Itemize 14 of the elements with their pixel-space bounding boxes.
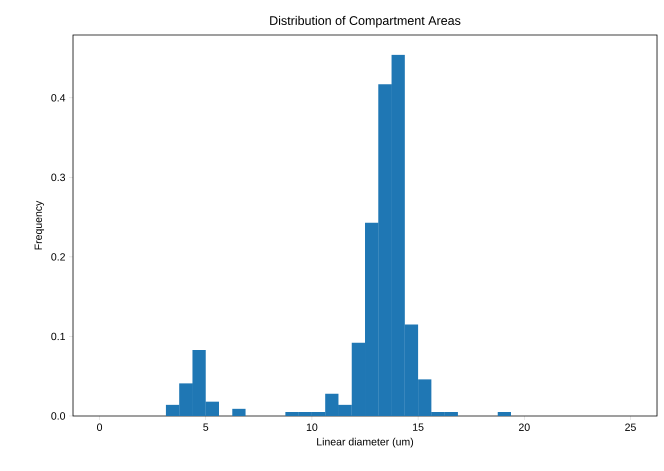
- x-tick-label: 20: [518, 424, 530, 431]
- y-tick-label: 0.1: [51, 332, 65, 340]
- y-tick-label: 0.4: [51, 94, 66, 102]
- y-tick-label: 0.0: [51, 412, 66, 420]
- x-tick-label: 15: [413, 424, 424, 431]
- x-tick-label: 5: [203, 424, 208, 431]
- x-tick-label: 0: [97, 424, 102, 431]
- y-tick-label: 0.3: [51, 174, 66, 182]
- x-axis-title: Linear diameter (um): [317, 438, 414, 448]
- y-tick-label: 0.2: [51, 253, 65, 261]
- chart-title: Distribution of Compartment Areas: [270, 16, 460, 28]
- x-tick-label: 10: [306, 424, 318, 431]
- y-axis-title: Frequency: [34, 200, 44, 250]
- x-tick-label: 25: [625, 424, 636, 431]
